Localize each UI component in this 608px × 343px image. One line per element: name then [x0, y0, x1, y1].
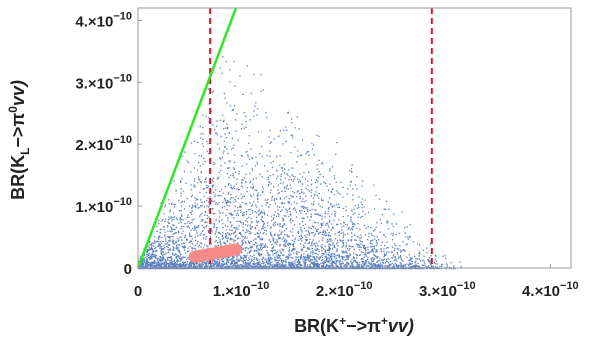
- diagonal-bound-line: [136, 7, 238, 269]
- y-axis-ticks: 0 1.×10−10 2.×10−10 3.×10−10 4.×10−10: [75, 10, 142, 278]
- y-tick-label: 1.×10−10: [75, 196, 132, 216]
- x-axis-title: BR(K+−>π+vv): [294, 314, 414, 336]
- reference-lines: [136, 7, 433, 269]
- plot-background: [138, 8, 571, 268]
- highlight-band-shape: [188, 243, 242, 263]
- x-tick-label: 4.×10−10: [522, 280, 579, 300]
- x-tick-label: 2.×10−10: [316, 280, 373, 300]
- y-tick-label: 0: [124, 261, 132, 278]
- y-tick-label: 3.×10−10: [75, 72, 132, 92]
- y-axis-title: BR(KL−>π0vv): [6, 80, 32, 200]
- y-tick-label: 4.×10−10: [75, 10, 132, 30]
- x-tick-label: 1.×10−10: [213, 280, 270, 300]
- plot-frame: [137, 7, 572, 269]
- highlight-band: [188, 243, 242, 263]
- x-tick-label: 3.×10−10: [419, 280, 476, 300]
- y-tick-label: 2.×10−10: [75, 134, 132, 154]
- x-tick-label: 0: [134, 283, 142, 300]
- x-axis-ticks: 0 1.×10−10 2.×10−10 3.×10−10 4.×10−10: [134, 264, 579, 300]
